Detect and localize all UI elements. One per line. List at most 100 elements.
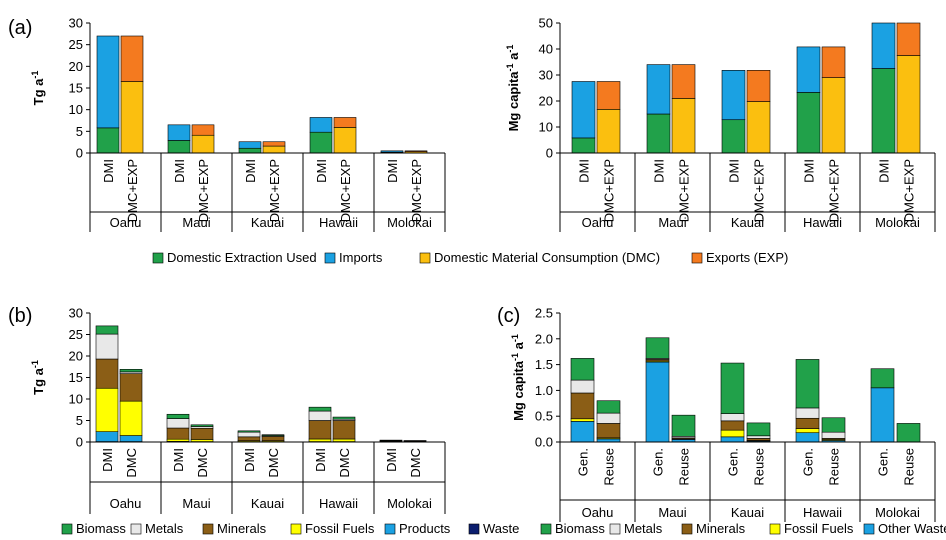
- y-tick-label: 1.0: [535, 383, 553, 398]
- bar-segment: [746, 438, 771, 441]
- legend-label: Minerals: [217, 521, 267, 536]
- y-axis-title-main: Tg a: [31, 367, 46, 394]
- bar-label: Gen.: [651, 448, 666, 476]
- legend-label: Exports (EXP): [706, 250, 788, 265]
- y-tick-label: 2.0: [535, 331, 553, 346]
- bar-label: DMI: [171, 448, 186, 472]
- bar-segment: [570, 379, 595, 394]
- bar-segment: [95, 387, 119, 432]
- legend-label: Fossil Fuels: [305, 521, 375, 536]
- bar-segment: [119, 400, 143, 436]
- legend-label: Metals: [145, 521, 184, 536]
- bar-segment: [404, 150, 428, 152]
- y-axis-title-sup: -1: [30, 71, 40, 79]
- bar-segment: [870, 387, 895, 443]
- bar-label: Gen.: [576, 448, 591, 476]
- bar-label: DMC+EXP: [602, 159, 617, 222]
- bar-segment: [720, 429, 745, 438]
- legend-label: Biomass: [76, 521, 126, 536]
- bar-segment: [308, 410, 332, 421]
- bar-segment: [238, 147, 262, 154]
- bar-segment: [720, 362, 745, 414]
- group-label: Hawaii: [319, 215, 358, 230]
- group-label: Kauai: [251, 215, 284, 230]
- legend-swatch: [130, 523, 142, 535]
- bar-segment: [167, 140, 191, 154]
- bar-segment: [190, 427, 214, 440]
- y-tick-label: 25: [69, 37, 83, 52]
- bar-segment: [720, 420, 745, 431]
- group-label: Oahu: [582, 215, 614, 230]
- bar-label: DMC+EXP: [827, 159, 842, 222]
- bar-segment: [262, 145, 286, 154]
- bar-segment: [190, 439, 214, 442]
- bar-segment: [795, 407, 820, 419]
- group-label: Molokai: [875, 505, 920, 520]
- bar-segment: [746, 435, 771, 439]
- bar-label: DMC+EXP: [677, 159, 692, 222]
- bar-label: DMC: [337, 448, 352, 478]
- bar-label: DMC+EXP: [267, 159, 282, 222]
- y-tick-label: 5: [76, 413, 83, 428]
- group-label: Hawaii: [803, 215, 842, 230]
- y-axis-title-rest: a: [506, 52, 521, 64]
- bar-label: DMI: [802, 159, 817, 183]
- y-tick-label: 10: [69, 102, 83, 117]
- bar-label: DMC: [408, 448, 423, 478]
- bar-segment: [720, 413, 745, 422]
- y-tick-label: 0.5: [535, 409, 553, 424]
- y-axis-title-sup: -1: [30, 360, 40, 368]
- y-axis-title: Mg capita-1 a-1: [510, 334, 526, 421]
- bar-segment: [896, 22, 921, 56]
- bar-segment: [237, 430, 261, 433]
- bar-label: Gen.: [726, 448, 741, 476]
- y-axis-title: Mg capita-1 a-1: [505, 45, 521, 132]
- bar-segment: [308, 420, 332, 440]
- group-label: Oahu: [582, 505, 614, 520]
- y-axis-title-sup2: -1: [510, 334, 520, 342]
- bar-label: DMI: [100, 448, 115, 472]
- legend-label: Fossil Fuels: [784, 521, 854, 536]
- y-tick-label: 30: [69, 306, 83, 321]
- bar-segment: [237, 431, 261, 438]
- bar-label: DMI: [242, 448, 257, 472]
- y-axis-title-rest: a: [511, 341, 526, 353]
- y-tick-label: 0: [76, 146, 83, 161]
- y-tick-label: 10: [69, 392, 83, 407]
- bar-segment: [720, 436, 745, 443]
- y-tick-label: 40: [539, 42, 553, 57]
- bar-label: DMC+EXP: [409, 159, 424, 222]
- bar-label: DMI: [652, 159, 667, 183]
- bar-segment: [571, 137, 596, 154]
- bar-label: DMI: [172, 159, 187, 183]
- group-label: Kauai: [731, 215, 764, 230]
- y-tick-label: 20: [69, 59, 83, 74]
- bar-segment: [380, 150, 404, 153]
- bar-segment: [645, 337, 670, 359]
- bar-segment: [821, 46, 846, 78]
- bar-label: Reuse: [902, 448, 917, 486]
- bar-label: Gen.: [876, 448, 891, 476]
- bar-segment: [671, 98, 696, 154]
- bar-segment: [671, 64, 696, 99]
- bar-label: DMC: [195, 448, 210, 478]
- bar-segment: [166, 427, 190, 440]
- bar-label: Reuse: [677, 448, 692, 486]
- bar-segment: [167, 124, 191, 141]
- legend-swatch: [681, 523, 693, 535]
- bar-segment: [795, 432, 820, 443]
- y-tick-label: 0: [546, 146, 553, 161]
- bar-segment: [191, 124, 215, 136]
- y-tick-label: 50: [539, 16, 553, 31]
- bar-segment: [746, 422, 771, 437]
- bar-segment: [308, 406, 332, 412]
- group-label: Oahu: [110, 215, 142, 230]
- bar-label: DMC: [266, 448, 281, 478]
- bar-segment: [95, 325, 119, 335]
- legend-label: Other Waste: [878, 521, 946, 536]
- bar-label: Reuse: [827, 448, 842, 486]
- bar-segment: [262, 141, 286, 147]
- bar-segment: [96, 127, 120, 154]
- bar-label: Reuse: [602, 448, 617, 486]
